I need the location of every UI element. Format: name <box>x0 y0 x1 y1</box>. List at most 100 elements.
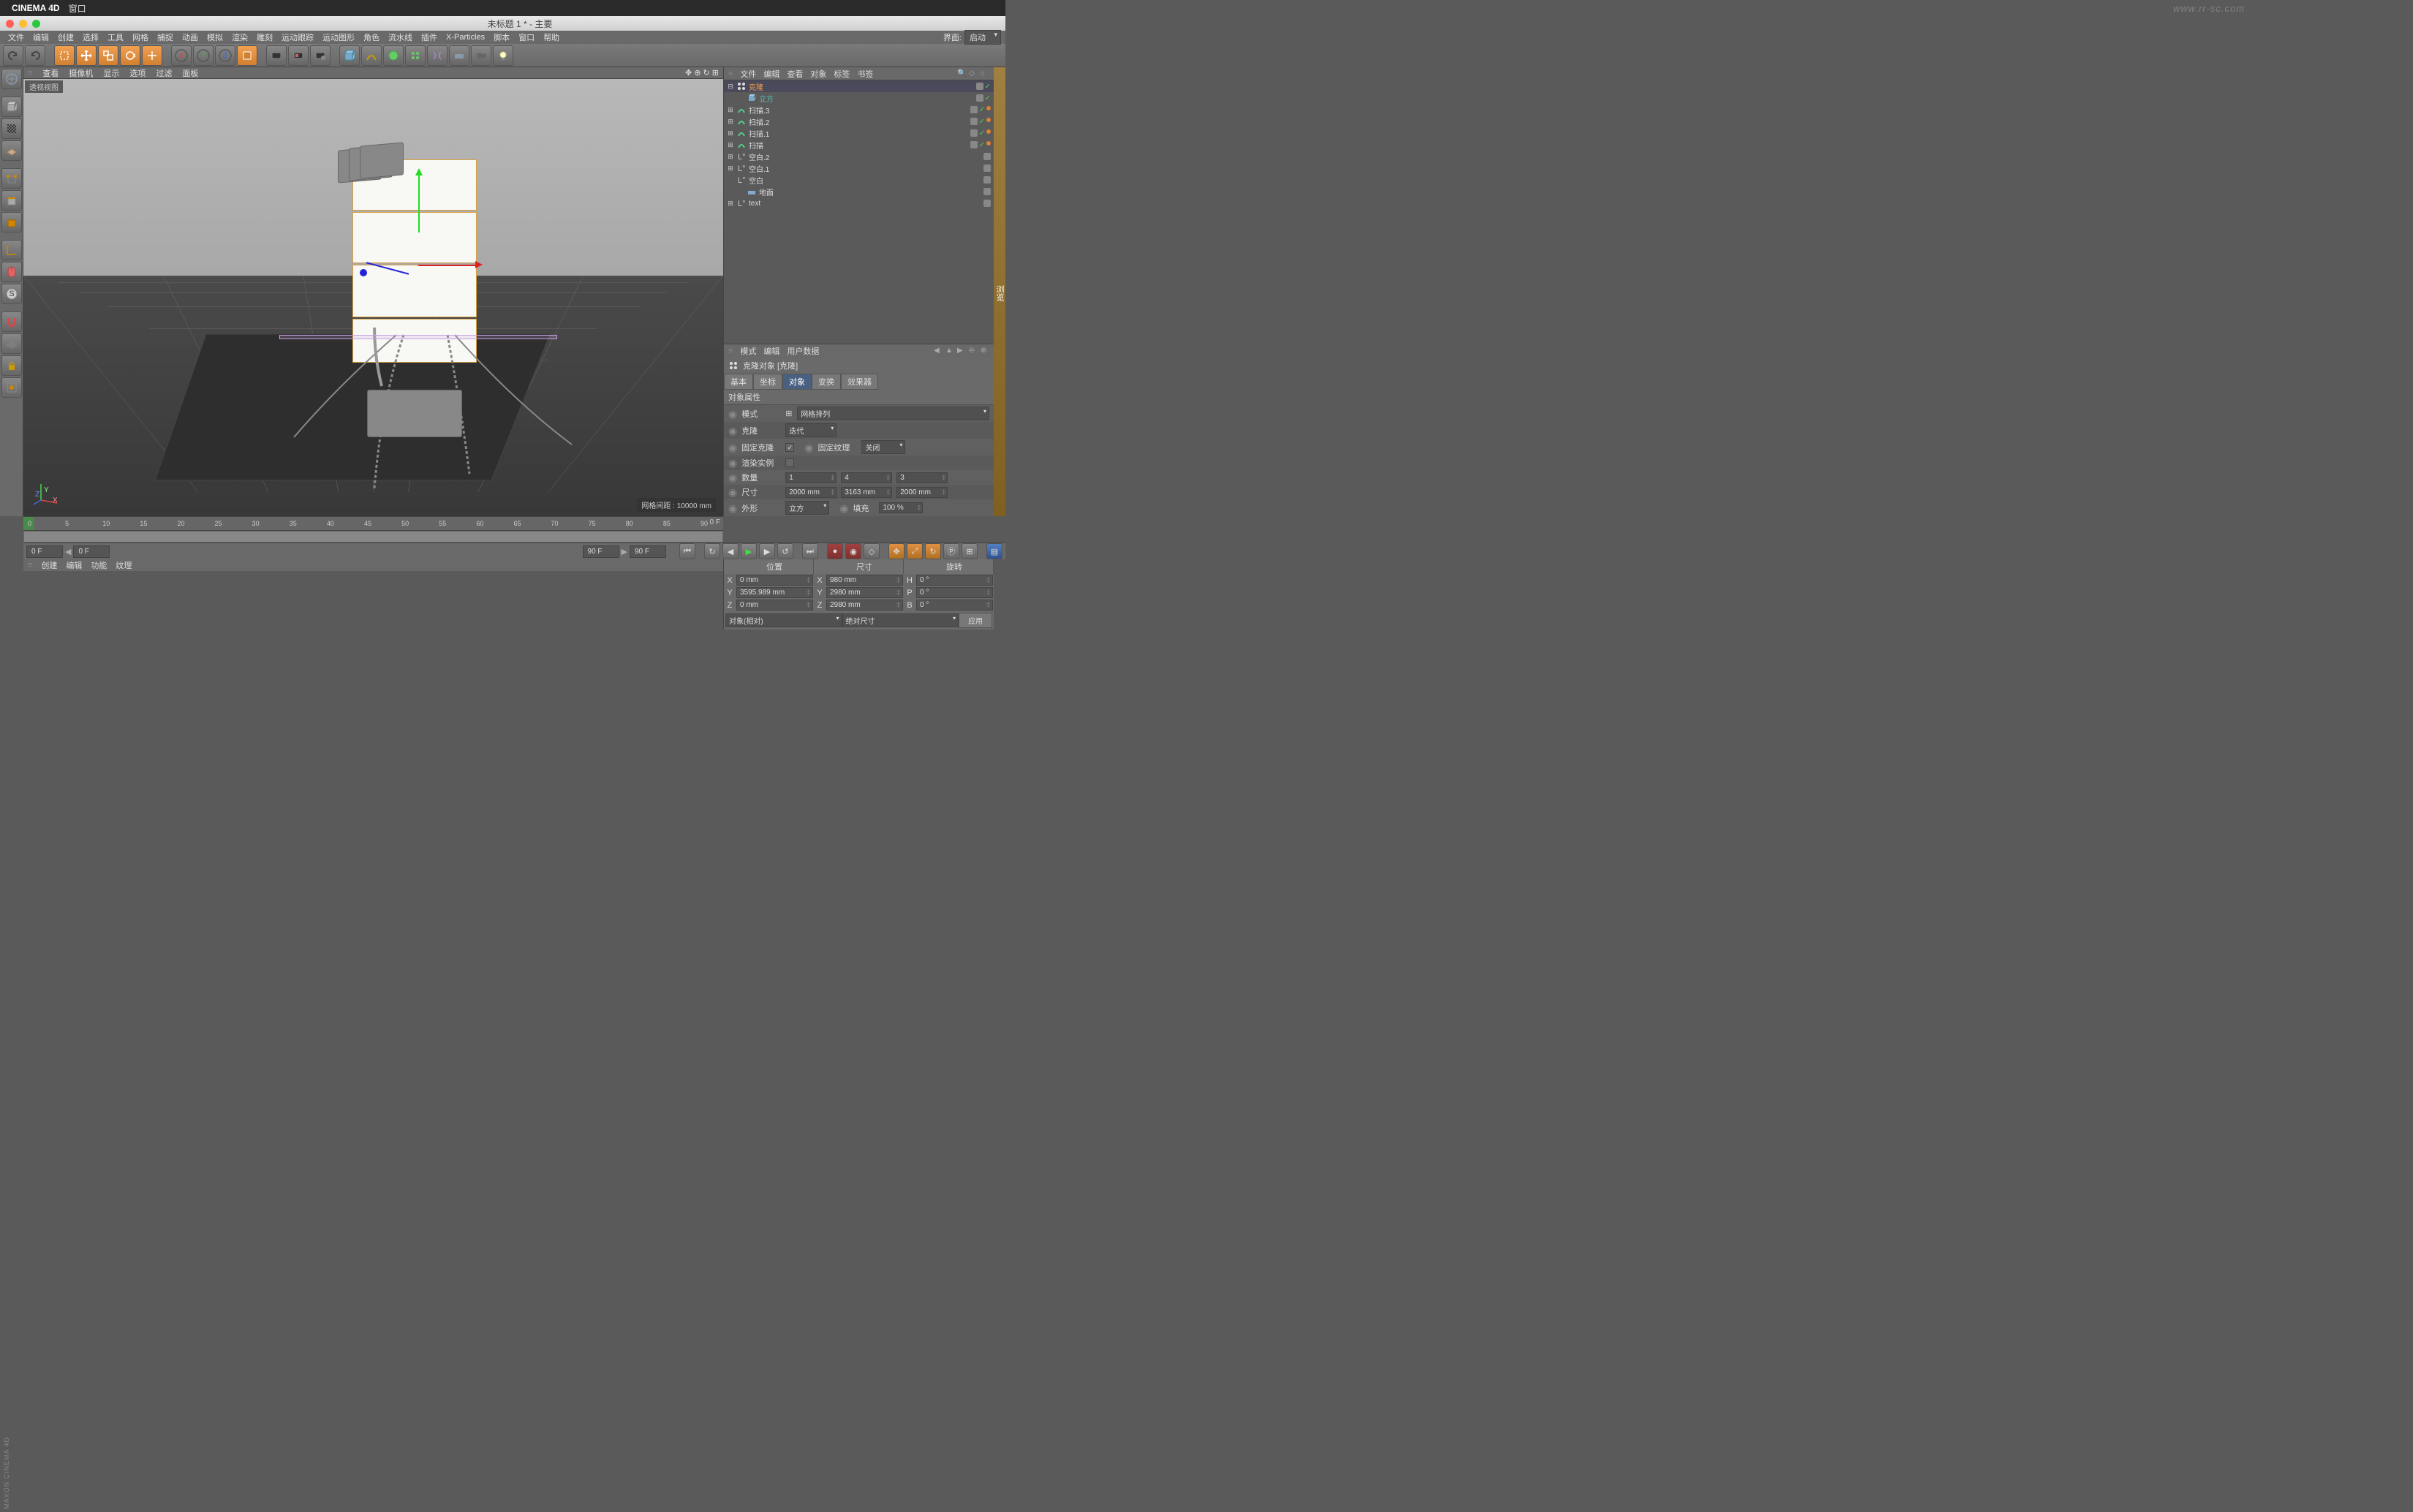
search-icon[interactable]: 🔍 <box>957 69 966 78</box>
dot-icon[interactable] <box>986 118 991 122</box>
pos-field[interactable]: 0 mm <box>736 600 813 611</box>
tree-row[interactable]: 立方✓ <box>724 92 994 104</box>
count-x-field[interactable]: 1 <box>785 472 837 483</box>
poly-mode-button[interactable] <box>1 212 22 233</box>
visibility-icon[interactable]: ✓ <box>979 106 985 114</box>
obj-menu-objects[interactable]: 对象 <box>810 68 826 80</box>
goto-start-button[interactable]: ⏮ <box>679 543 695 559</box>
prev-icon[interactable]: ◀ <box>65 547 71 556</box>
materials-panel[interactable]: ≡ 创建 编辑 功能 纹理 <box>23 559 723 630</box>
cloner-button[interactable] <box>405 45 426 66</box>
tree-row[interactable]: ⊞L°空白.1 <box>724 162 994 174</box>
y-axis-button[interactable]: Y <box>193 45 214 66</box>
current-frame-field[interactable]: 90 F <box>630 545 666 558</box>
size-field[interactable]: 2980 mm <box>826 587 903 598</box>
coord-obj-mode[interactable]: 对象(相对) <box>725 613 842 627</box>
dot-icon[interactable] <box>986 106 991 110</box>
tag-icon[interactable] <box>970 118 978 125</box>
vp-menu-panel[interactable]: 面板 <box>182 67 198 79</box>
menu-create[interactable]: 创建 <box>54 31 78 43</box>
light-button[interactable] <box>493 45 513 66</box>
tree-row[interactable]: ⊞L°空白.2 <box>724 151 994 162</box>
edge-mode-button[interactable] <box>1 190 22 211</box>
tag-icon[interactable] <box>983 188 991 195</box>
deformer-button[interactable] <box>427 45 448 66</box>
scale-button[interactable] <box>98 45 118 66</box>
axis-button[interactable] <box>1 240 22 260</box>
vp-nav-icons[interactable]: ✥ ⊕ ↻ ⊞ <box>685 68 719 78</box>
fill-field[interactable]: 100 % <box>879 502 923 513</box>
tag-icon[interactable] <box>976 83 983 90</box>
step-back-button[interactable]: ◀ <box>722 543 739 559</box>
pos-field[interactable]: 0 mm <box>736 575 813 586</box>
size-x-field[interactable]: 2000 mm <box>785 487 837 498</box>
nav-prev-icon[interactable]: ◀ <box>934 347 943 355</box>
tree-row[interactable]: ⊟克隆✓ <box>724 80 994 92</box>
menu-render[interactable]: 渲染 <box>228 31 252 43</box>
magnet-button[interactable] <box>1 311 22 332</box>
spline-button[interactable] <box>361 45 382 66</box>
menu-edit[interactable]: 编辑 <box>29 31 53 43</box>
generator-button[interactable] <box>383 45 404 66</box>
nav-up-icon[interactable]: ▲ <box>945 347 954 355</box>
visibility-icon[interactable]: ✓ <box>985 83 991 91</box>
tree-row[interactable]: ⊞扫描.3✓ <box>724 104 994 116</box>
tree-row[interactable]: 地面 <box>724 186 994 197</box>
attr-menu-mode[interactable]: 模式 <box>740 345 756 357</box>
workplane-grid-button[interactable] <box>1 333 22 354</box>
tree-row[interactable]: ⊞L°text <box>724 197 994 209</box>
locked-button[interactable] <box>1 355 22 376</box>
count-y-field[interactable]: 4 <box>841 472 892 483</box>
environment-button[interactable] <box>449 45 469 66</box>
nav-next-icon[interactable]: ▶ <box>957 347 966 355</box>
last-tool-button[interactable] <box>142 45 162 66</box>
fixed-tex-dropdown[interactable]: 关闭 <box>861 440 905 454</box>
menu-plugins[interactable]: 插件 <box>418 31 441 43</box>
tree-row[interactable]: ⊞扫描✓ <box>724 139 994 151</box>
make-editable-button[interactable] <box>1 69 22 89</box>
render-settings-button[interactable] <box>310 45 331 66</box>
object-tree[interactable]: ⊟克隆✓立方✓⊞扫描.3✓⊞扫描.2✓⊞扫描.1✓⊞扫描✓⊞L°空白.2⊞L°空… <box>724 80 994 227</box>
goto-end-button[interactable]: ⏭ <box>802 543 818 559</box>
tag-icon[interactable] <box>976 94 983 102</box>
keyframe-button[interactable]: ◇ <box>864 543 880 559</box>
menu-file[interactable]: 文件 <box>4 31 28 43</box>
coord-sys-button[interactable] <box>237 45 257 66</box>
move-button[interactable] <box>76 45 97 66</box>
menu-snap[interactable]: 捕捉 <box>154 31 177 43</box>
menu-animate[interactable]: 动画 <box>178 31 202 43</box>
loop-button[interactable]: ↻ <box>704 543 720 559</box>
expand-icon[interactable]: ⊞ <box>727 118 734 126</box>
mouse-icon[interactable] <box>1 262 22 282</box>
model-mode-button[interactable] <box>1 97 22 117</box>
menu-help[interactable]: 帮助 <box>540 31 563 43</box>
timeline-ruler[interactable]: 051015202530354045505560657075808590 0 F <box>23 516 723 531</box>
dot-icon[interactable] <box>986 141 991 145</box>
tab-transform[interactable]: 变换 <box>812 374 841 390</box>
new-icon[interactable]: ⊕ <box>981 347 989 355</box>
tab-effector[interactable]: 效果器 <box>841 374 878 390</box>
tab-basic[interactable]: 基本 <box>724 374 753 390</box>
expand-icon[interactable]: ⊞ <box>727 129 734 137</box>
step-fwd-button[interactable]: ▶ <box>759 543 775 559</box>
expand-icon[interactable]: ⊞ <box>727 141 734 149</box>
tab-coord[interactable]: 坐标 <box>753 374 782 390</box>
mat-menu-create[interactable]: 创建 <box>41 559 57 571</box>
obj-menu-bookmarks[interactable]: 书签 <box>857 68 873 80</box>
key-param-button[interactable]: Ⓟ <box>943 543 959 559</box>
live-select-button[interactable] <box>54 45 75 66</box>
visibility-icon[interactable]: ✓ <box>985 94 991 102</box>
layout-button[interactable]: ▤ <box>986 543 1002 559</box>
render-inst-checkbox[interactable] <box>785 458 794 467</box>
menu-xparticles[interactable]: X-Particles <box>442 33 488 42</box>
play-button[interactable]: ▶ <box>741 543 757 559</box>
menu-script[interactable]: 脚本 <box>490 31 513 43</box>
cycle-button[interactable]: ↺ <box>777 543 793 559</box>
primitive-button[interactable] <box>339 45 360 66</box>
mode-dropdown[interactable]: 网格排列 <box>797 407 989 420</box>
render-button[interactable] <box>266 45 287 66</box>
next-icon[interactable]: ▶ <box>622 547 627 556</box>
point-mode-button[interactable] <box>1 168 22 189</box>
mat-menu-edit[interactable]: 编辑 <box>66 559 82 571</box>
expand-icon[interactable]: ⊞ <box>727 153 734 161</box>
